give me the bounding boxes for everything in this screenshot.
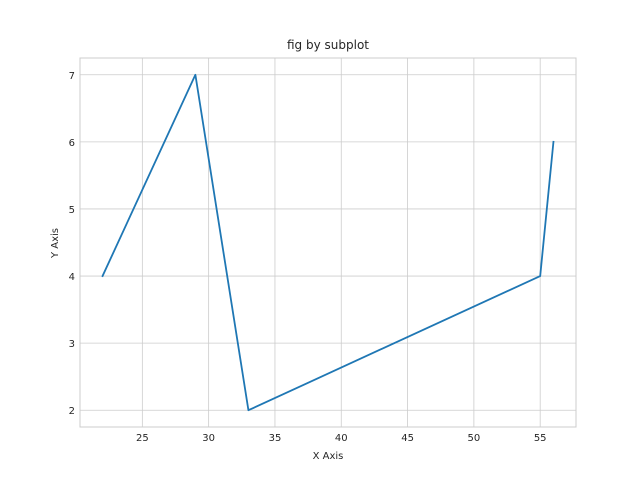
x-tick-label: 50 (468, 433, 481, 444)
y-tick-label: 7 (69, 71, 75, 82)
y-axis-label: Y Axis (50, 228, 61, 259)
series-layer (101, 73, 555, 412)
x-tick-label: 30 (202, 433, 215, 444)
x-tick-label: 25 (136, 433, 149, 444)
plot-frame (79, 57, 577, 428)
grid (80, 58, 576, 427)
plot-area (80, 58, 576, 427)
y-tick-label: 3 (69, 339, 75, 350)
chart-title: fig by subplot (287, 38, 369, 52)
x-tick-label: 35 (269, 433, 282, 444)
x-tick-labels: 25 30 35 40 45 50 55 (136, 433, 547, 444)
y-tick-label: 4 (69, 272, 75, 283)
y-tick-label: 5 (69, 205, 75, 216)
y-tick-label: 2 (69, 406, 75, 417)
series-line (101, 73, 555, 412)
y-tick-label: 6 (69, 138, 75, 149)
x-tick-label: 45 (401, 433, 414, 444)
x-tick-label: 55 (534, 433, 547, 444)
y-tick-labels: 2 3 4 5 6 7 (69, 71, 75, 417)
x-tick-label: 40 (335, 433, 348, 444)
x-axis-label: X Axis (313, 451, 344, 462)
